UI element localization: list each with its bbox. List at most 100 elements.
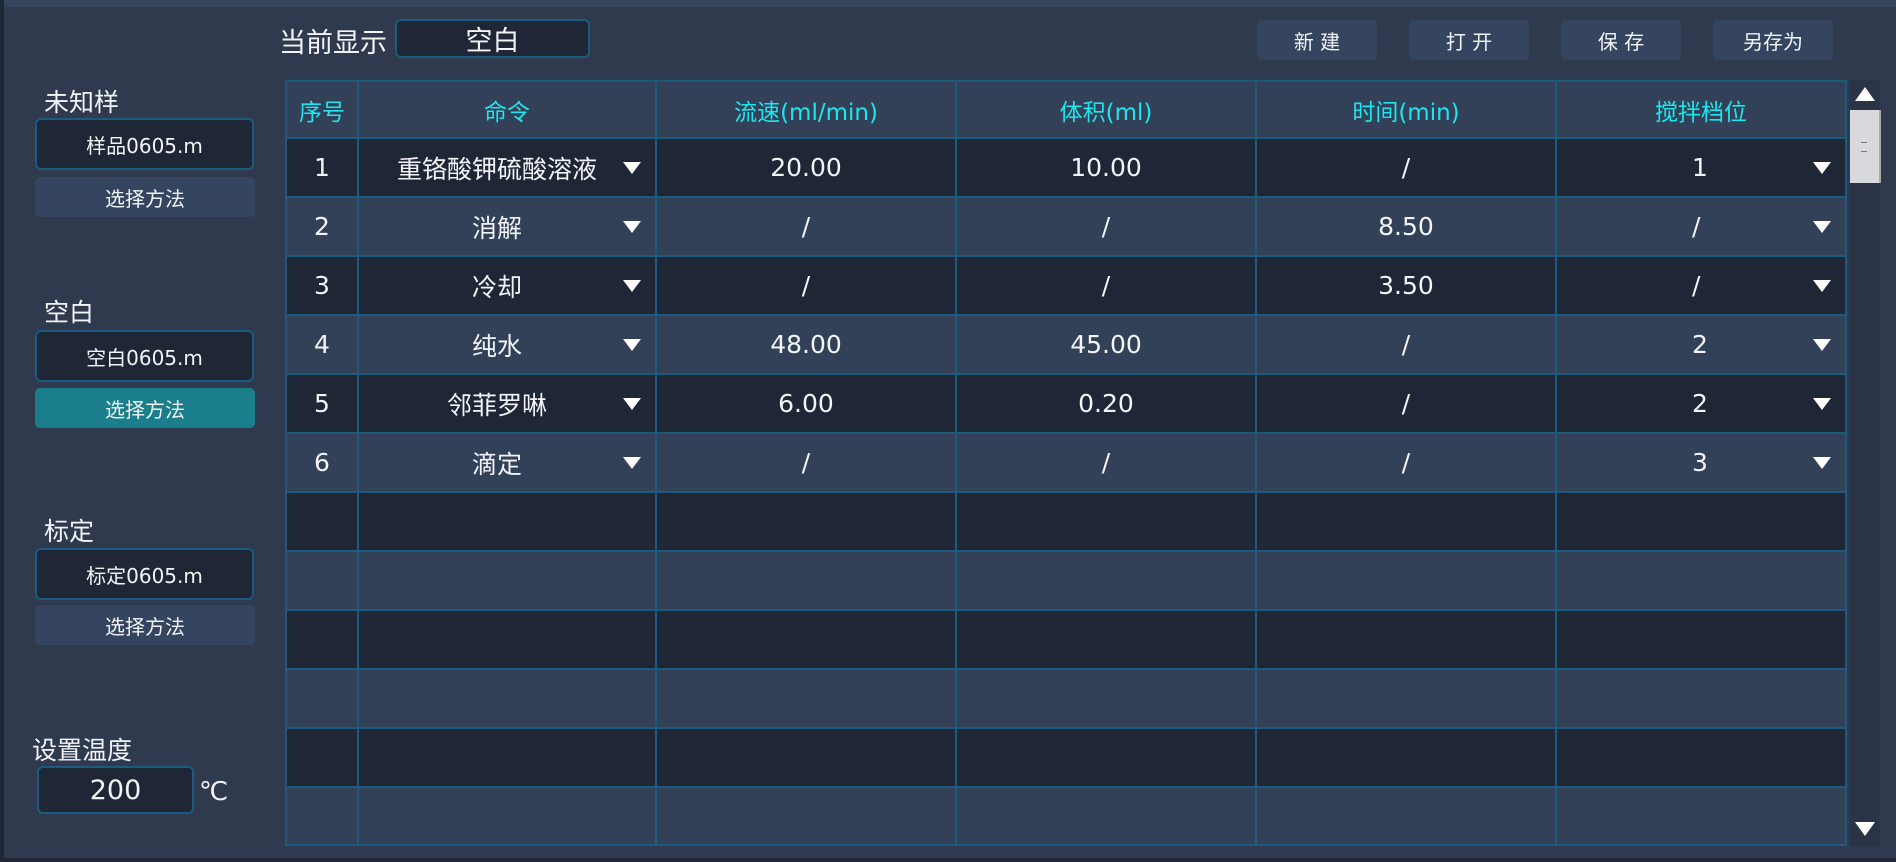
flow-rate-value: / (801, 271, 811, 300)
table-scrollbar[interactable] (1850, 80, 1881, 846)
column-header-index[interactable]: 序号 (287, 82, 359, 139)
cell-stir-level[interactable] (1557, 552, 1845, 611)
cell-stir-level[interactable]: 2 (1557, 316, 1845, 375)
index-value: 3 (314, 271, 330, 300)
command-value: 纯水 (471, 331, 522, 361)
command-value: 重铬酸钾硫酸溶液 (396, 154, 597, 184)
cell-command[interactable]: 纯水 (359, 316, 657, 375)
flow-rate-value: 20.00 (770, 153, 842, 182)
method-table: 序号 命令 流速(ml/min) 体积(ml) 时间(min) 搅拌档位 1 重铬酸钾硫酸溶液… (285, 80, 1847, 846)
table-row[interactable] (287, 552, 1845, 611)
column-header-flow-rate[interactable]: 流速(ml/min) (657, 82, 957, 139)
table-row[interactable]: 5 邻菲罗啉 6.00 0.20 / 2 (287, 375, 1845, 434)
cell-command[interactable] (359, 552, 657, 611)
cell-volume (957, 493, 1257, 552)
cell-index (287, 670, 359, 729)
scroll-up-arrow-icon[interactable] (1855, 87, 1875, 101)
cell-time: / (1257, 316, 1557, 375)
blank-select-method-button[interactable]: 选择方法 (35, 388, 255, 428)
temperature-input[interactable]: 200 (37, 766, 194, 814)
blank-file-field[interactable]: 空白0605.m (35, 330, 254, 382)
cell-stir-level[interactable]: / (1557, 198, 1845, 257)
cell-command[interactable] (359, 788, 657, 846)
cell-stir-level[interactable] (1557, 788, 1845, 846)
table-row[interactable] (287, 493, 1845, 552)
cell-command[interactable]: 冷却 (359, 257, 657, 316)
save-button[interactable]: 保 存 (1561, 20, 1681, 60)
table-row[interactable]: 2 消解 / / 8.50 / (287, 198, 1845, 257)
unknown-select-method-button[interactable]: 选择方法 (35, 177, 255, 217)
cell-volume: 45.00 (957, 316, 1257, 375)
cell-command[interactable]: 邻菲罗啉 (359, 375, 657, 434)
dropdown-arrow-icon[interactable] (623, 338, 641, 351)
cell-index: 5 (287, 375, 359, 434)
cell-stir-level[interactable] (1557, 729, 1845, 788)
column-header-command[interactable]: 命令 (359, 82, 657, 139)
cell-time (1257, 552, 1557, 611)
dropdown-arrow-icon[interactable] (623, 161, 641, 174)
cell-stir-level[interactable] (1557, 493, 1845, 552)
dropdown-arrow-icon[interactable] (1813, 397, 1831, 410)
cell-command[interactable] (359, 729, 657, 788)
cell-time (1257, 788, 1557, 846)
time-value: / (1401, 153, 1411, 182)
cell-flow-rate: 20.00 (657, 139, 957, 198)
cell-stir-level[interactable]: 1 (1557, 139, 1845, 198)
column-header-stir-level[interactable]: 搅拌档位 (1557, 82, 1845, 139)
cell-stir-level[interactable]: 2 (1557, 375, 1845, 434)
table-row[interactable] (287, 788, 1845, 846)
new-button[interactable]: 新 建 (1257, 20, 1377, 60)
unknown-sample-file-field[interactable]: 样品0605.m (35, 118, 254, 170)
dropdown-arrow-icon[interactable] (623, 279, 641, 292)
cell-command[interactable]: 消解 (359, 198, 657, 257)
table-row[interactable]: 4 纯水 48.00 45.00 / 2 (287, 316, 1845, 375)
index-value: 6 (314, 448, 330, 477)
calibration-select-method-button[interactable]: 选择方法 (35, 605, 255, 645)
cell-stir-level[interactable]: / (1557, 257, 1845, 316)
cell-index: 3 (287, 257, 359, 316)
scroll-thumb[interactable] (1850, 110, 1881, 183)
table-row[interactable]: 6 滴定 / / / 3 (287, 434, 1845, 493)
cell-command[interactable] (359, 493, 657, 552)
dropdown-arrow-icon[interactable] (623, 220, 641, 233)
table-row[interactable] (287, 670, 1845, 729)
cell-flow-rate: / (657, 257, 957, 316)
cell-command[interactable] (359, 670, 657, 729)
cell-flow-rate (657, 552, 957, 611)
cell-stir-level[interactable] (1557, 611, 1845, 670)
dropdown-arrow-icon[interactable] (1813, 161, 1831, 174)
cell-volume: / (957, 434, 1257, 493)
stir-level-value: 1 (1692, 153, 1708, 182)
cell-index: 6 (287, 434, 359, 493)
index-value: 5 (314, 389, 330, 418)
stir-level-value: / (1692, 271, 1701, 300)
table-row[interactable] (287, 611, 1845, 670)
dropdown-arrow-icon[interactable] (1813, 279, 1831, 292)
cell-flow-rate (657, 493, 957, 552)
cell-index (287, 788, 359, 846)
dropdown-arrow-icon[interactable] (623, 456, 641, 469)
dropdown-arrow-icon[interactable] (623, 397, 641, 410)
table-row[interactable]: 3 冷却 / / 3.50 / (287, 257, 1845, 316)
column-header-volume[interactable]: 体积(ml) (957, 82, 1257, 139)
scroll-down-arrow-icon[interactable] (1855, 822, 1875, 836)
cell-command[interactable]: 重铬酸钾硫酸溶液 (359, 139, 657, 198)
table-row[interactable] (287, 729, 1845, 788)
bottom-edge (0, 858, 1896, 862)
save-as-button[interactable]: 另存为 (1713, 20, 1833, 60)
stir-level-value: / (1692, 212, 1701, 241)
calibration-file-field[interactable]: 标定0605.m (35, 548, 254, 600)
cell-command[interactable]: 滴定 (359, 434, 657, 493)
dropdown-arrow-icon[interactable] (1813, 456, 1831, 469)
table-row[interactable]: 1 重铬酸钾硫酸溶液 20.00 10.00 / 1 (287, 139, 1845, 198)
dropdown-arrow-icon[interactable] (1813, 338, 1831, 351)
flow-rate-value: 48.00 (770, 330, 842, 359)
cell-command[interactable] (359, 611, 657, 670)
open-button[interactable]: 打 开 (1409, 20, 1529, 60)
cell-stir-level[interactable] (1557, 670, 1845, 729)
column-header-time[interactable]: 时间(min) (1257, 82, 1557, 139)
dropdown-arrow-icon[interactable] (1813, 220, 1831, 233)
cell-stir-level[interactable]: 3 (1557, 434, 1845, 493)
cell-time: / (1257, 375, 1557, 434)
volume-value: / (1101, 448, 1111, 477)
